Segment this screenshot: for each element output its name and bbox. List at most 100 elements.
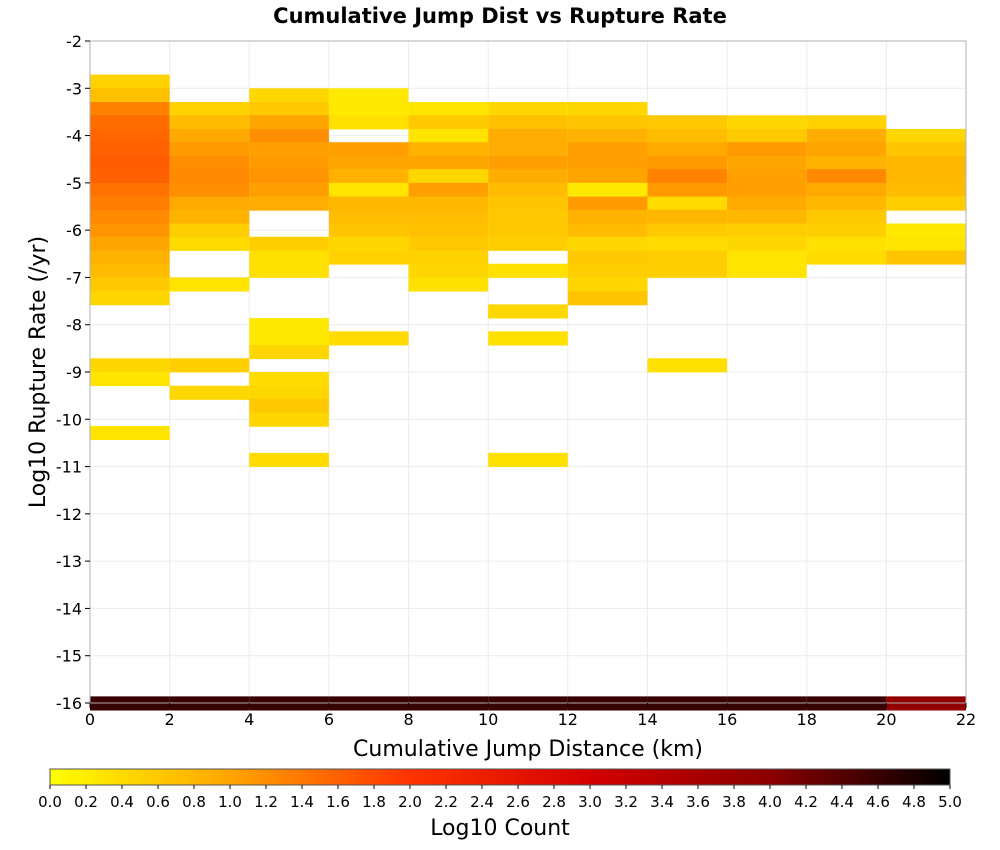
colorbar-tick-label: 2.6 xyxy=(506,793,530,811)
heatmap-cell xyxy=(408,101,489,117)
heatmap-cell xyxy=(488,169,568,184)
heatmap-cell xyxy=(806,155,887,171)
heatmap-cell xyxy=(328,223,409,238)
heatmap-cell xyxy=(647,223,728,238)
y-axis-label: Log10 Rupture Rate (/yr) xyxy=(26,236,51,508)
y-tick-label: -16 xyxy=(56,694,82,713)
heatmap-cell xyxy=(727,142,807,157)
heatmap-cell xyxy=(567,115,648,130)
colorbar-tick-label: 1.0 xyxy=(218,793,242,811)
heatmap-cell xyxy=(169,385,250,400)
x-tick-label: 2 xyxy=(165,710,175,729)
heatmap-cell xyxy=(90,155,170,171)
heatmap-cell xyxy=(488,182,568,197)
heatmap-cell xyxy=(488,101,568,117)
x-tick-label: 0 xyxy=(85,710,95,729)
heatmap-cell xyxy=(647,358,728,373)
heatmap-cell xyxy=(408,169,489,184)
heatmap-cell xyxy=(727,169,807,184)
heatmap-cell xyxy=(488,196,568,211)
heatmap-cell xyxy=(886,169,966,184)
heatmap-cell xyxy=(328,331,409,346)
heatmap-cell xyxy=(249,236,329,251)
heatmap-cell xyxy=(90,142,170,157)
y-axis-ticks: -2 -3 -4 -5 -6 -7 -8 -9 -10 -11 -12 -13 -14 -15 -16 xyxy=(56,32,90,713)
x-tick-label: 4 xyxy=(244,710,254,729)
x-tick-label: 10 xyxy=(478,710,498,729)
heatmap-cell xyxy=(169,209,250,224)
heatmap-cell xyxy=(806,182,887,197)
heatmap-cell xyxy=(806,250,887,265)
heatmap-cell xyxy=(249,318,329,333)
x-tick-label: 20 xyxy=(876,710,896,729)
heatmap-cell xyxy=(727,223,807,238)
heatmap-cell xyxy=(567,169,648,184)
colorbar-tick-label: 3.8 xyxy=(722,793,746,811)
heatmap-cell xyxy=(408,182,489,197)
heatmap-cell xyxy=(488,209,568,224)
heatmap-cell xyxy=(90,263,170,278)
heatmap-cell xyxy=(169,169,250,184)
heatmap-cell xyxy=(408,115,489,130)
heatmap-cell xyxy=(488,128,568,144)
heatmap-cell xyxy=(488,115,568,130)
heatmap-cell xyxy=(249,372,329,387)
heatmap-cell xyxy=(169,196,250,211)
heatmap-cell xyxy=(90,291,170,306)
heatmap-cell xyxy=(806,128,887,144)
heatmap-cell xyxy=(567,142,648,157)
heatmap-cell xyxy=(567,263,648,278)
heatmap-cell xyxy=(647,169,728,184)
heatmap-cell xyxy=(328,196,409,211)
heatmap-cell xyxy=(249,101,329,117)
heatmap-cell xyxy=(567,277,648,292)
x-tick-label: 12 xyxy=(558,710,578,729)
heatmap-cell xyxy=(169,155,250,171)
x-axis-label: Cumulative Jump Distance (km) xyxy=(353,737,703,762)
heatmap-cell xyxy=(90,74,170,89)
colorbar-tick-label: 4.2 xyxy=(794,793,818,811)
colorbar-tick-label: 3.2 xyxy=(614,793,638,811)
x-tick-label: 18 xyxy=(797,710,817,729)
heatmap-cell xyxy=(727,115,807,130)
colorbar-tick-label: 2.2 xyxy=(434,793,458,811)
heatmap-cell xyxy=(567,182,648,197)
heatmap-cell xyxy=(328,169,409,184)
colorbar-label: Log10 Count xyxy=(430,816,570,841)
heatmap-cell xyxy=(647,128,728,144)
heatmap-cell xyxy=(567,236,648,251)
heatmap-cell xyxy=(488,452,568,467)
heatmap-cell xyxy=(488,304,568,319)
colorbar-tick-label: 5.0 xyxy=(938,793,962,811)
heatmap-cell xyxy=(806,196,887,211)
heatmap-cell xyxy=(249,155,329,171)
colorbar-tick-label: 2.8 xyxy=(542,793,566,811)
colorbar-tick-label: 0.6 xyxy=(146,793,170,811)
heatmap-cell xyxy=(249,250,329,265)
y-tick-label: -9 xyxy=(66,363,82,382)
heatmap-cell xyxy=(90,277,170,292)
y-tick-label: -2 xyxy=(66,32,82,51)
heatmap-cell xyxy=(647,142,728,157)
y-tick-label: -6 xyxy=(66,221,82,240)
colorbar-tick-label: 0.0 xyxy=(38,793,62,811)
heatmap-cell xyxy=(249,182,329,197)
heatmap-cell xyxy=(249,412,329,427)
colorbar-tick-label: 4.0 xyxy=(758,793,782,811)
heatmap-cell xyxy=(90,128,170,144)
heatmap-cell xyxy=(806,223,887,238)
heatmap-cell xyxy=(408,128,489,144)
heatmap-cell xyxy=(90,372,170,387)
heatmap-cell xyxy=(328,209,409,224)
heatmap-cell xyxy=(169,223,250,238)
heatmap-cell xyxy=(567,250,648,265)
heatmap-cell xyxy=(488,236,568,251)
heatmap-cell xyxy=(90,250,170,265)
heatmap-cell xyxy=(886,196,966,211)
heatmap-cell xyxy=(886,223,966,238)
heatmap-cell xyxy=(727,128,807,144)
heatmap-cell xyxy=(408,155,489,171)
y-tick-label: -4 xyxy=(66,127,82,146)
heatmap-cell xyxy=(90,88,170,103)
colorbar-tick-label: 4.4 xyxy=(830,793,854,811)
